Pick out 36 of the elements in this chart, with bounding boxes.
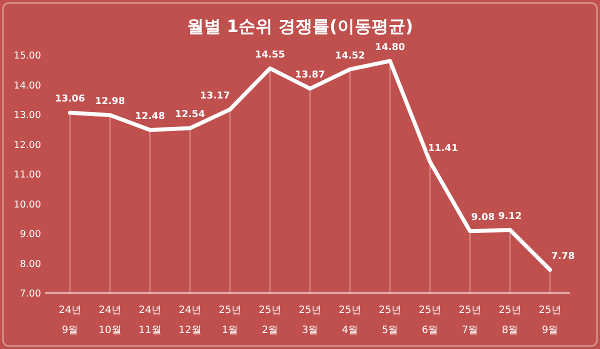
data-label: 14.52: [334, 50, 366, 62]
x-tick-label: 25년 7월: [458, 305, 482, 336]
x-tick-label: 24년 11월: [138, 305, 162, 336]
data-label: 12.98: [94, 96, 126, 108]
x-tick-label: 25년 2월: [258, 305, 282, 336]
data-label: 9.08: [471, 212, 496, 224]
y-tick-label: 8.00: [20, 258, 41, 270]
x-tick-label: 25년 1월: [218, 305, 242, 336]
x-tick-label: 25년 8월: [498, 305, 522, 336]
chart-title: 월별 1순위 경쟁률(이동평균): [186, 17, 414, 37]
data-label: 12.48: [134, 110, 166, 122]
data-label: 12.54: [174, 109, 206, 120]
x-tick-label: 24년 9월: [58, 305, 82, 336]
y-tick-label: 12.00: [14, 140, 41, 151]
data-label: 14.55: [254, 49, 286, 60]
x-tick-label: 25년 3월: [298, 305, 322, 336]
y-tick-label: 7.00: [20, 288, 41, 300]
data-label: 13.06: [54, 94, 86, 105]
x-tick-label: 25년 4월: [338, 305, 362, 336]
data-label: 13.17: [200, 90, 230, 102]
data-label: 7.78: [551, 250, 576, 262]
y-tick-label: 14.00: [14, 80, 41, 92]
y-tick-label: 15.00: [14, 50, 41, 62]
data-label: 11.41: [428, 142, 458, 154]
x-tick-label: 24년 10월: [98, 305, 122, 336]
data-label: 14.80: [374, 42, 406, 53]
data-label: 13.87: [294, 70, 326, 81]
y-tick-label: 9.00: [20, 229, 41, 240]
x-tick-label: 25년 5월: [378, 305, 402, 336]
y-tick-label: 11.00: [14, 170, 41, 180]
data-label: 9.12: [498, 210, 522, 222]
x-tick-label: 25년 6월: [418, 305, 442, 336]
y-tick-label: 13.00: [14, 110, 41, 121]
y-tick-label: 10.00: [14, 199, 41, 210]
x-tick-label: 25년 9월: [538, 305, 562, 336]
x-tick-label: 24년 12월: [178, 305, 202, 336]
